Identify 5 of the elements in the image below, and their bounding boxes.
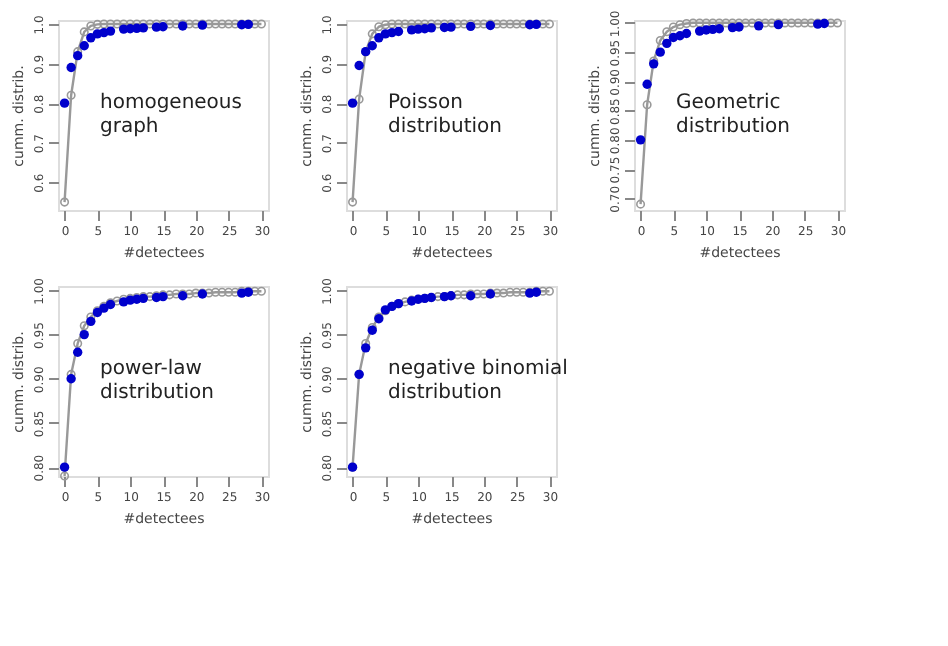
annotation: power-law distribution: [100, 358, 214, 405]
annotation: Geometric distribution: [676, 92, 790, 139]
annotation: homogeneous graph: [100, 92, 242, 139]
annotation: negative binomial distribution: [388, 358, 568, 405]
annotation: Poisson distribution: [388, 92, 502, 139]
